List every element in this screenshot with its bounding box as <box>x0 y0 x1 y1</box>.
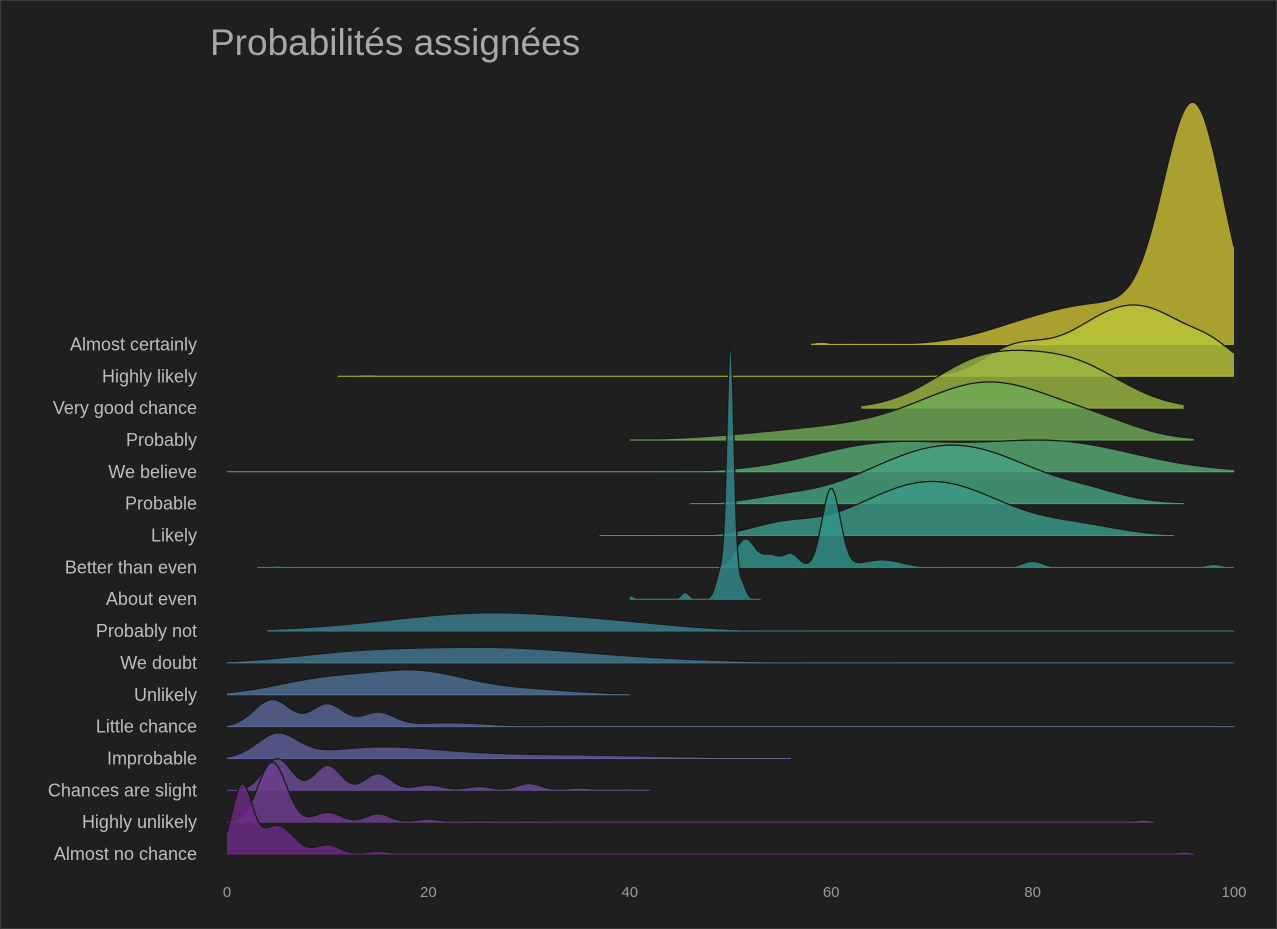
ridge-probably <box>629 381 1194 441</box>
ridge-little-chance <box>226 698 1235 728</box>
category-label: Highly likely <box>102 366 197 386</box>
x-tick-label: 0 <box>223 884 231 901</box>
ridge-area <box>599 481 1174 536</box>
ridge-outline <box>226 761 1154 823</box>
ridge-outline <box>227 758 650 791</box>
category-label: Little chance <box>96 717 197 737</box>
category-label: Highly unlikely <box>82 812 197 832</box>
ridge-outline <box>690 444 1184 504</box>
category-label: We believe <box>108 462 197 482</box>
ridge-area <box>267 612 1234 632</box>
ridge-area <box>227 647 1234 663</box>
category-label: Very good chance <box>53 398 197 418</box>
category-label: Chances are slight <box>48 780 197 800</box>
ridge-area <box>337 305 1234 377</box>
x-tick-label: 60 <box>823 884 840 901</box>
category-label: Almost no chance <box>54 844 197 864</box>
ridge-better-than-even <box>257 487 1234 568</box>
ridge-area <box>690 445 1184 504</box>
ridge-outline <box>226 732 791 759</box>
ridge-area <box>227 699 1234 727</box>
ridge-we-doubt <box>226 646 1234 664</box>
ridge-probably-not <box>267 612 1234 632</box>
category-label: About even <box>106 589 197 609</box>
x-tick-label: 100 <box>1221 884 1246 901</box>
x-tick-label: 80 <box>1024 884 1041 901</box>
x-tick-label: 40 <box>621 884 638 901</box>
ridge-highly-unlikely <box>226 761 1154 823</box>
ridge-improbable <box>226 732 791 759</box>
ridge-area <box>227 758 650 791</box>
ridge-unlikely <box>226 669 630 696</box>
ridge-almost-certainly <box>810 101 1235 346</box>
category-label: Probably not <box>96 621 197 641</box>
category-label: Probably <box>126 430 197 450</box>
ridge-area <box>811 102 1234 345</box>
ridge-highly-likely <box>337 304 1235 377</box>
ridge-about-even <box>629 344 761 600</box>
ridge-outline <box>629 381 1194 441</box>
ridge-area <box>257 488 1234 568</box>
category-label: Unlikely <box>134 685 197 705</box>
ridge-chances-are-slight <box>227 758 650 791</box>
category-label: Almost certainly <box>70 334 197 354</box>
ridge-outline <box>226 669 630 695</box>
x-tick-label: 20 <box>420 884 437 901</box>
ridge-area <box>227 783 1194 854</box>
ridge-almost-no-chance <box>226 783 1194 855</box>
ridge-area <box>227 733 791 759</box>
ridge-area <box>227 762 1154 823</box>
category-label: Improbable <box>107 748 197 768</box>
category-label: Likely <box>151 526 197 546</box>
category-label: Better than even <box>65 557 197 577</box>
ridge-likely <box>599 480 1174 537</box>
category-label: Probable <box>125 494 197 514</box>
ridge-area <box>629 381 1194 440</box>
ridge-outline <box>861 349 1184 407</box>
chart-title: Probabilités assignées <box>210 22 581 63</box>
category-label: We doubt <box>120 653 197 673</box>
